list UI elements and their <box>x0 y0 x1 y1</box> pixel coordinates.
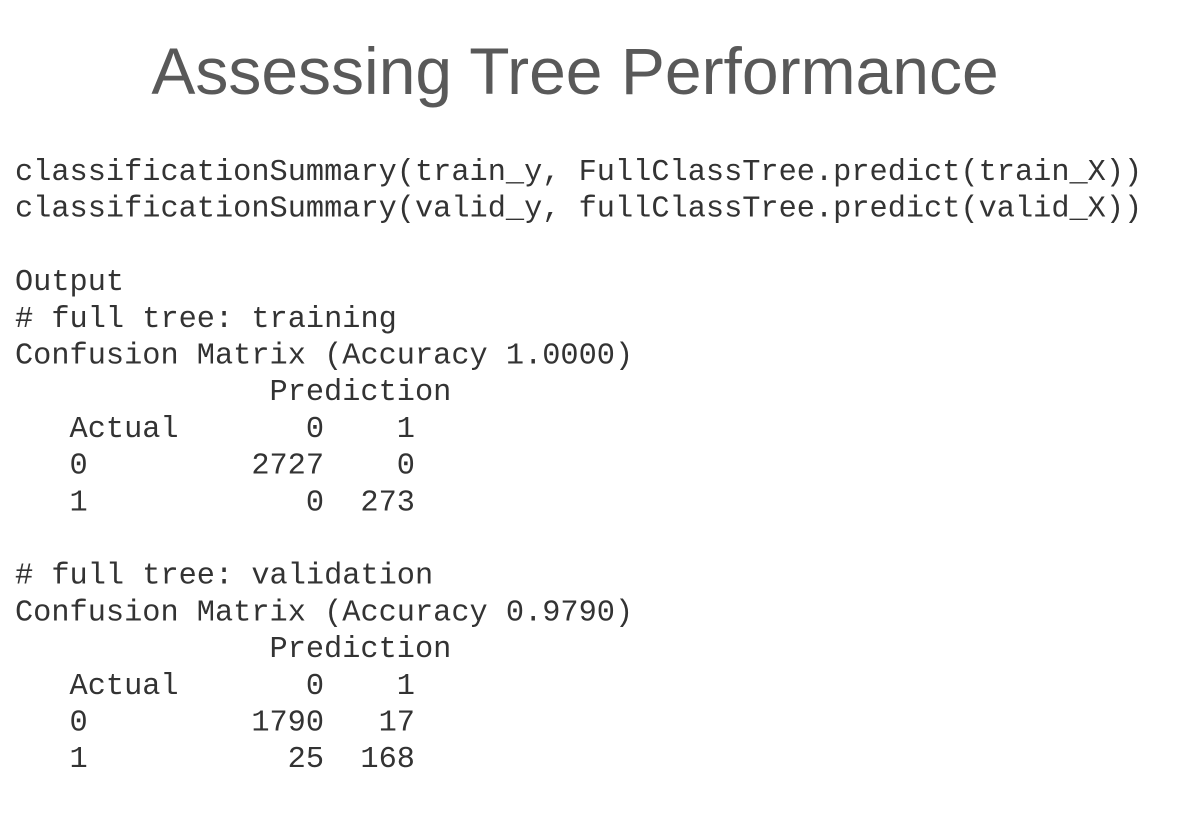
comment: # full tree: validation <box>15 560 433 594</box>
row-label: 0 <box>70 450 88 484</box>
output-label: Output <box>15 266 124 300</box>
slide-title: Assessing Tree Performance <box>151 34 998 108</box>
cell: 25 <box>288 743 324 777</box>
cell: 0 <box>397 450 415 484</box>
cell: 273 <box>360 486 415 520</box>
cell: 0 <box>306 486 324 520</box>
row-label: 1 <box>70 743 88 777</box>
column-header: 0 <box>306 413 324 447</box>
cell: 168 <box>360 743 415 777</box>
row-label: 0 <box>70 707 88 741</box>
comment: # full tree: training <box>15 303 397 337</box>
column-header: 1 <box>397 670 415 704</box>
matrix-title: Confusion Matrix (Accuracy 1.0000) <box>15 340 633 374</box>
cell: 17 <box>379 707 415 741</box>
column-header: 0 <box>306 670 324 704</box>
prediction-label: Prediction <box>270 376 452 410</box>
code-line: classificationSummary(train_y, FullClass… <box>15 156 1142 190</box>
column-header: 1 <box>397 413 415 447</box>
matrix-title: Confusion Matrix (Accuracy 0.9790) <box>15 596 633 630</box>
code-line: classificationSummary(valid_y, fullClass… <box>15 193 1142 227</box>
actual-label: Actual <box>70 413 179 447</box>
row-label: 1 <box>70 486 88 520</box>
prediction-label: Prediction <box>270 633 452 667</box>
actual-label: Actual <box>70 670 179 704</box>
cell: 2727 <box>251 450 324 484</box>
cell: 1790 <box>251 707 324 741</box>
